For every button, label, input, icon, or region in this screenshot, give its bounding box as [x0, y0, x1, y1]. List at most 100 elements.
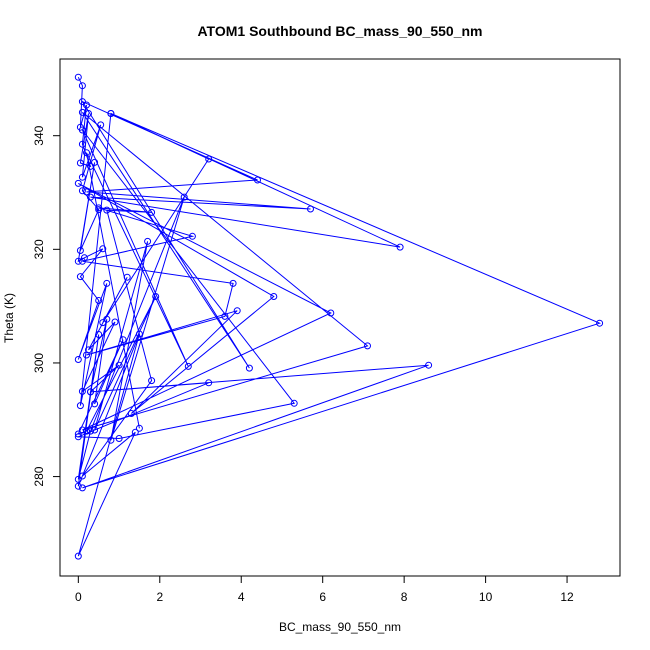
data-point [95, 331, 103, 338]
x-axis-label: BC_mass_90_550_nm [279, 620, 401, 634]
data-point [115, 361, 123, 369]
data-point [205, 379, 213, 387]
y-axis-label: Theta (K) [2, 293, 16, 343]
data-point [290, 399, 298, 407]
data-point [83, 351, 90, 359]
data-point [103, 279, 111, 287]
x-tick-label: 10 [479, 590, 493, 604]
data-point [74, 257, 82, 265]
data-point [103, 206, 111, 214]
data-point [87, 162, 94, 170]
data-point [74, 433, 82, 441]
data-point [87, 388, 94, 396]
data-point [425, 361, 433, 369]
data-point [115, 435, 123, 442]
data-point [229, 279, 237, 287]
data-point [78, 426, 86, 434]
data-point [307, 205, 314, 213]
x-tick-label: 4 [238, 590, 245, 604]
data-point [87, 193, 94, 201]
data-point [97, 121, 105, 129]
data-point [91, 400, 99, 408]
data-point [144, 237, 152, 245]
data-point [74, 482, 82, 490]
data-point [180, 193, 188, 201]
data-point [83, 149, 90, 157]
data-point [103, 315, 111, 323]
data-series [74, 73, 604, 560]
data-point [233, 307, 241, 315]
data-point [119, 336, 127, 344]
data-point [91, 158, 99, 166]
data-point [78, 108, 86, 116]
data-point [78, 484, 86, 492]
data-point [78, 82, 86, 90]
data-point [131, 428, 139, 436]
data-point [74, 475, 82, 483]
data-point [78, 387, 86, 395]
data-point [83, 101, 90, 109]
data-point [87, 427, 94, 435]
data-point [95, 297, 103, 304]
y-tick-label: 320 [32, 239, 46, 259]
data-point [83, 427, 90, 435]
data-point [148, 377, 156, 385]
y-tick-label: 300 [32, 353, 46, 373]
data-point [76, 247, 84, 254]
data-point [91, 426, 99, 434]
data-point [184, 362, 192, 370]
y-axis: 280 300 320 340 [32, 125, 61, 487]
x-tick-label: 2 [156, 590, 163, 604]
data-point [74, 179, 82, 187]
x-tick-label: 8 [401, 590, 408, 604]
data-point [123, 273, 131, 281]
data-point [78, 187, 86, 195]
data-point [245, 364, 253, 372]
data-point [74, 73, 82, 81]
data-point [95, 204, 103, 212]
data-point [111, 318, 119, 326]
data-point [99, 319, 107, 327]
data-point [270, 293, 278, 300]
x-tick-label: 6 [319, 590, 326, 604]
data-point [78, 98, 86, 106]
data-point [76, 159, 84, 167]
data-point [135, 330, 143, 338]
data-point [78, 173, 86, 181]
data-point [188, 232, 196, 240]
data-point [107, 110, 115, 117]
y-tick-label: 280 [32, 466, 46, 486]
data-point [205, 155, 213, 163]
data-point [78, 472, 86, 480]
y-tick-label: 340 [32, 125, 46, 145]
x-tick-label: 0 [75, 590, 82, 604]
data-point [99, 245, 107, 253]
data-point [78, 126, 86, 134]
x-axis: 0 2 4 6 8 10 12 [75, 575, 574, 604]
data-point [78, 257, 86, 265]
data-point [127, 410, 135, 417]
data-point [107, 436, 115, 444]
chart-title: ATOM1 Southbound BC_mass_90_550_nm [197, 23, 482, 39]
data-point [80, 254, 88, 262]
data-point [83, 188, 90, 196]
data-point [76, 273, 84, 281]
data-point [74, 430, 82, 438]
data-point [76, 402, 84, 410]
data-point [148, 208, 156, 216]
data-point [254, 176, 261, 184]
data-point [78, 140, 86, 148]
data-point [364, 342, 371, 350]
series-line [77, 76, 602, 557]
data-point [396, 243, 404, 251]
x-tick-label: 12 [560, 590, 574, 604]
data-point [152, 293, 160, 300]
plot-frame [59, 58, 621, 577]
data-point [74, 552, 82, 560]
data-point [327, 309, 335, 317]
data-point [221, 312, 229, 320]
data-point [596, 319, 604, 327]
data-point [74, 356, 82, 363]
